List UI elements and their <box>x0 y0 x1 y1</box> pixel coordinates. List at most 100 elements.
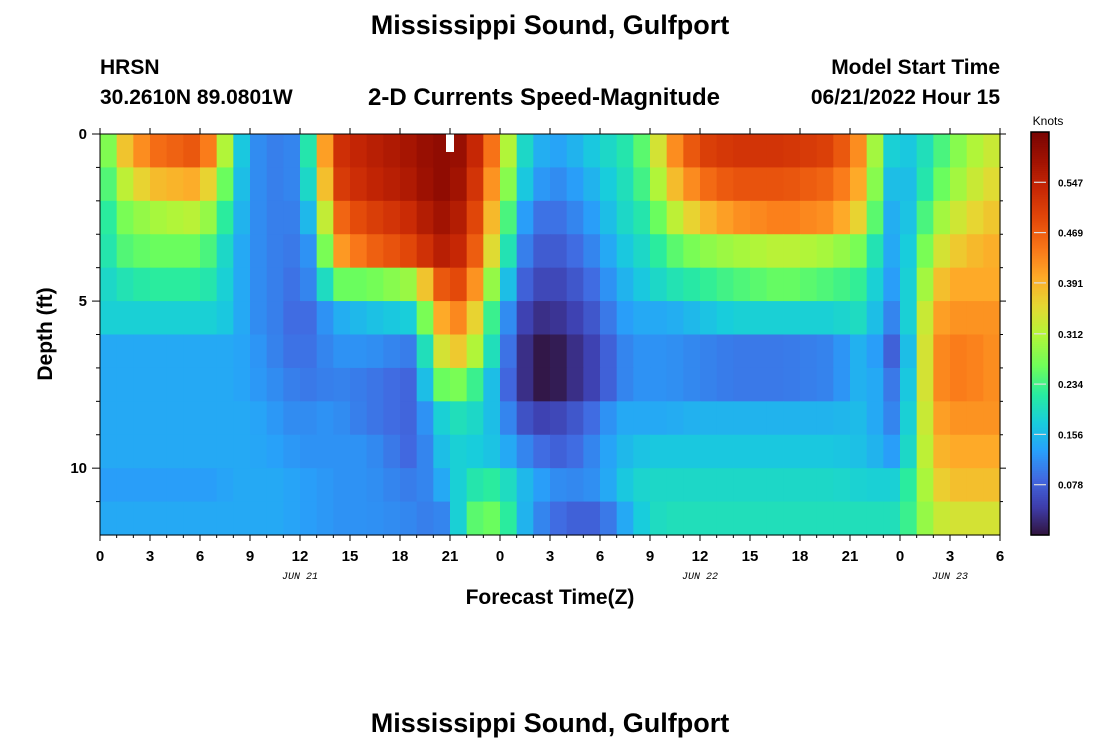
colorbar-swatch <box>1031 452 1049 455</box>
colorbar-swatch <box>1031 494 1049 498</box>
heatmap-cell <box>583 334 601 369</box>
x-tick-label: 12 <box>292 548 309 565</box>
colorbar-swatch <box>1031 291 1049 294</box>
heatmap-cell <box>600 468 618 503</box>
colorbar-swatch <box>1031 444 1049 447</box>
colorbar-swatch <box>1031 214 1049 218</box>
heatmap-cell <box>833 334 851 369</box>
heatmap-cell <box>800 401 818 436</box>
heatmap-cell <box>150 468 168 503</box>
heatmap-cell <box>116 401 134 436</box>
heatmap-cell <box>466 501 484 536</box>
heatmap-cell <box>416 401 434 436</box>
colorbar-swatch <box>1031 248 1049 252</box>
colorbar-swatch <box>1031 236 1049 240</box>
heatmap-cell <box>666 200 684 235</box>
heatmap-cell <box>916 401 934 436</box>
heatmap-cell <box>200 434 218 469</box>
heatmap-cell <box>550 267 568 302</box>
y-axis: 0 5 10 <box>70 126 1006 503</box>
heatmap-cell <box>550 301 568 336</box>
heatmap-cell <box>216 267 234 302</box>
heatmap-cell <box>883 401 901 436</box>
heatmap-cell <box>816 434 834 469</box>
colorbar-swatch <box>1031 498 1049 502</box>
heatmap-cell <box>966 401 984 436</box>
heatmap-cell <box>733 234 751 269</box>
heatmap-cell <box>783 234 801 269</box>
heatmap-cell <box>283 267 301 302</box>
colorbar-swatch <box>1031 180 1049 183</box>
heatmap-cell <box>750 334 768 369</box>
heatmap-cell <box>833 167 851 202</box>
colorbar-swatch <box>1031 528 1049 532</box>
colorbar-swatch <box>1031 436 1049 439</box>
heatmap-cell <box>683 200 701 235</box>
y-tick-label: 10 <box>70 460 87 477</box>
colorbar-frame <box>1030 131 1050 536</box>
heatmap-cell <box>716 134 734 169</box>
colorbar-swatch <box>1031 232 1049 236</box>
heatmap-cell <box>933 167 951 202</box>
heatmap-cell <box>850 301 868 336</box>
heatmap-cell <box>333 501 351 536</box>
heatmap-cell <box>216 334 234 369</box>
heatmap-cell <box>900 468 918 503</box>
heatmap-cell <box>616 401 634 436</box>
heatmap-cell <box>483 134 501 169</box>
heatmap-cell <box>700 134 718 169</box>
heatmap-cell <box>183 434 201 469</box>
heatmap-cell <box>133 134 151 169</box>
heatmap-cell <box>233 468 251 503</box>
heatmap-cell <box>683 468 701 503</box>
colorbar-swatch <box>1031 307 1049 310</box>
heatmap-cell <box>200 167 218 202</box>
heatmap-cell <box>666 401 684 436</box>
heatmap-cell <box>566 434 584 469</box>
heatmap-cell <box>833 367 851 402</box>
colorbar-swatch <box>1031 166 1049 169</box>
heatmap-cell <box>833 468 851 503</box>
heatmap-cell <box>550 468 568 503</box>
heatmap-cell <box>950 200 968 235</box>
heatmap-cell <box>300 501 318 536</box>
heatmap-cell <box>566 267 584 302</box>
heatmap-cell <box>866 301 884 336</box>
heatmap-cell <box>366 367 384 402</box>
heatmap-cell <box>600 267 618 302</box>
heatmap-cell <box>383 134 401 169</box>
heatmap-cell <box>133 167 151 202</box>
heatmap-cell <box>800 434 818 469</box>
heatmap-cell <box>383 234 401 269</box>
colorbar-swatch <box>1031 264 1049 268</box>
colorbar-swatch <box>1031 512 1049 516</box>
heatmap-cell <box>300 167 318 202</box>
colorbar-swatch <box>1031 414 1049 417</box>
x-tick-label: 21 <box>842 548 859 565</box>
heatmap-cell <box>266 301 284 336</box>
x-tick-label: 0 <box>96 548 104 565</box>
heatmap-cell <box>616 134 634 169</box>
heatmap-cell <box>933 401 951 436</box>
colorbar-swatch <box>1031 134 1049 137</box>
heatmap-cell <box>283 167 301 202</box>
heatmap-cell <box>283 367 301 402</box>
colorbar-swatch <box>1031 154 1049 157</box>
heatmap-cell <box>533 367 551 402</box>
heatmap-cell <box>300 401 318 436</box>
heatmap-cell <box>233 367 251 402</box>
heatmap-cell <box>916 501 934 536</box>
heatmap-cell <box>383 401 401 436</box>
heatmap-cell <box>666 334 684 369</box>
heatmap-cell <box>883 468 901 503</box>
heatmap-cell <box>916 200 934 235</box>
heatmap-cell <box>866 167 884 202</box>
colorbar-swatch <box>1031 363 1049 367</box>
heatmap-cell <box>500 167 518 202</box>
colorbar-swatch <box>1031 198 1049 202</box>
colorbar-swatch <box>1031 238 1049 242</box>
heatmap-cell <box>383 334 401 369</box>
colorbar-swatch <box>1031 359 1049 363</box>
heatmap-cell <box>200 301 218 336</box>
heatmap-cell <box>633 334 651 369</box>
